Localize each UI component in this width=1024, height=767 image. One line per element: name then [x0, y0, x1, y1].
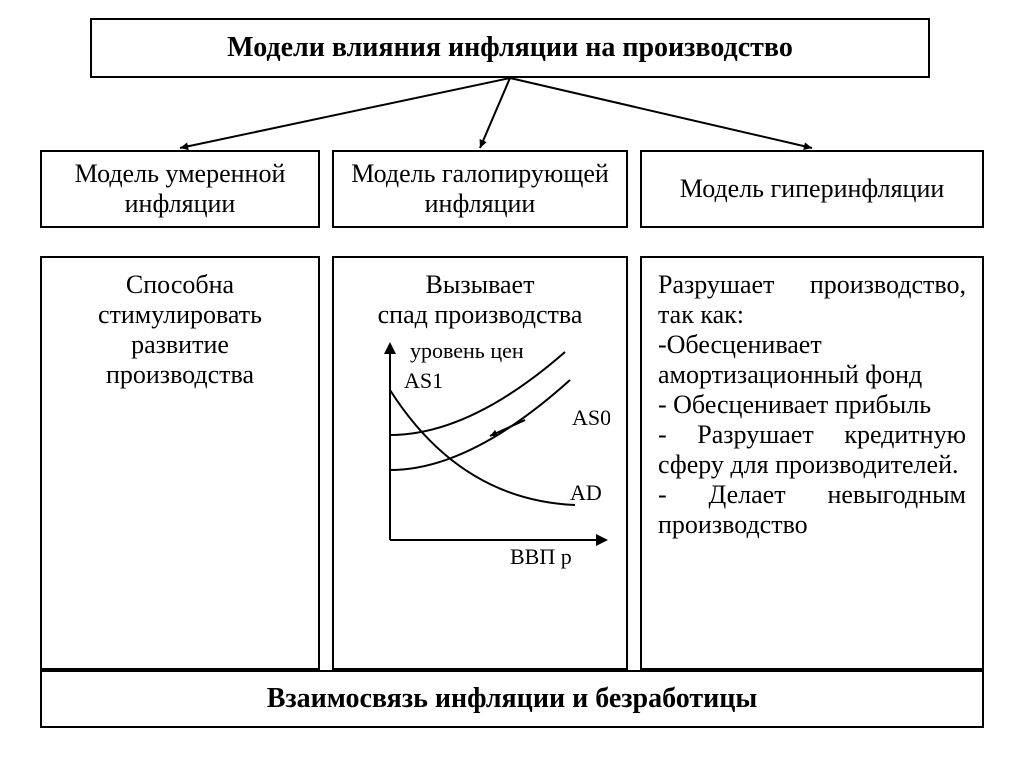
col-body-right-text: Разрушает производство, так как: -Обесце… — [658, 270, 966, 540]
col-header-right-text: Модель гиперинфляции — [680, 174, 945, 204]
col-header-middle-text: Модель галопирующей инфляции — [334, 159, 626, 219]
col-body-left: Способна стимулировать развитие производ… — [40, 256, 320, 670]
col-header-left-text: Модель умеренной инфляции — [42, 159, 318, 219]
footer-box: Взаимосвязь инфляции и безработицы — [40, 670, 984, 728]
col-header-right: Модель гиперинфляции — [640, 150, 984, 228]
as-ad-chart-svg: уровень цен AS1 AS0 AD ВВП р — [350, 340, 610, 570]
svg-text:уровень цен: уровень цен — [410, 340, 524, 363]
svg-text:AD: AD — [570, 480, 602, 505]
col-header-middle: Модель галопирующей инфляции — [332, 150, 628, 228]
svg-text:ВВП р: ВВП р — [510, 544, 572, 569]
svg-text:AS0: AS0 — [572, 405, 610, 430]
col-body-left-text: Способна стимулировать развитие производ… — [58, 270, 302, 390]
svg-text:AS1: AS1 — [404, 368, 443, 393]
col-body-right: Разрушает производство, так как: -Обесце… — [640, 256, 984, 670]
as-ad-chart: уровень цен AS1 AS0 AD ВВП р — [350, 340, 610, 570]
title-text: Модели влияния инфляции на производство — [227, 32, 793, 64]
col-header-left: Модель умеренной инфляции — [40, 150, 320, 228]
col-body-middle: Вызывает спад производства уровень цен AS… — [332, 256, 628, 670]
col-body-middle-text: Вызывает спад производства — [350, 270, 610, 330]
footer-text: Взаимосвязь инфляции и безработицы — [267, 683, 758, 715]
title-box: Модели влияния инфляции на производство — [90, 18, 930, 78]
